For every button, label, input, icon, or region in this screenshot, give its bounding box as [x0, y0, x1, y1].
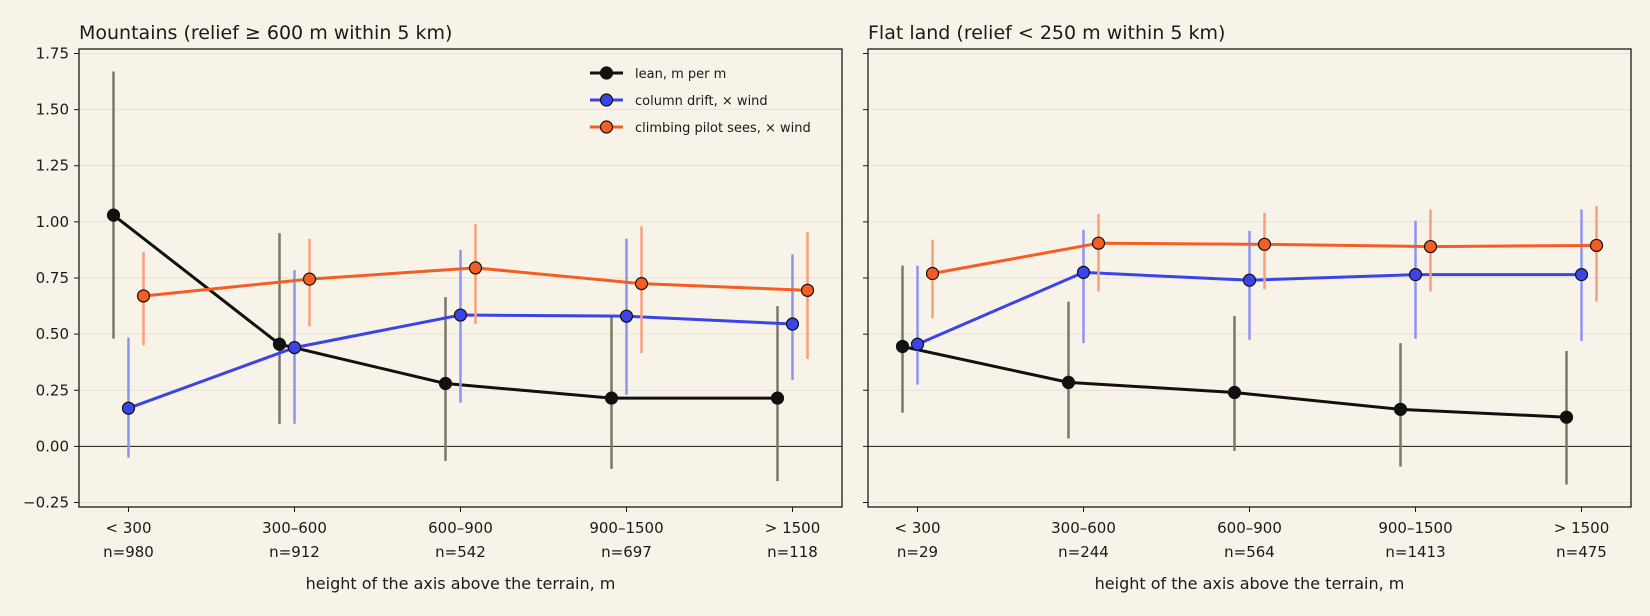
x-tick-label: > 1500: [765, 519, 821, 537]
y-tick-label: 0.00: [36, 437, 69, 455]
data-point: [1091, 236, 1106, 250]
x-count-label: n=475: [1556, 543, 1607, 561]
data-point: [1408, 268, 1423, 282]
legend-marker-lean: [599, 66, 614, 80]
chart-title: Flat land (relief < 250 m within 5 km): [868, 22, 1225, 44]
data-point: [800, 283, 815, 297]
data-point: [1242, 273, 1257, 287]
legend-label-lean: lean, m per m: [635, 67, 726, 82]
y-tick-label: 0.25: [36, 381, 69, 399]
x-tick-label: 300–600: [1051, 519, 1116, 537]
x-count-label: n=980: [103, 543, 154, 561]
data-point: [634, 277, 649, 291]
series-drift: [910, 209, 1589, 385]
data-point: [910, 337, 925, 351]
x-count-label: n=29: [897, 543, 938, 561]
y-tick-label: 1.25: [36, 157, 69, 175]
data-point: [619, 309, 634, 323]
legend-label-drift: column drift, × wind: [635, 94, 768, 109]
data-point: [1559, 410, 1574, 424]
data-point: [785, 317, 800, 331]
x-count-label: n=697: [601, 543, 652, 561]
plot-frame: [867, 48, 1632, 508]
x-tick-label: > 1500: [1554, 519, 1610, 537]
y-tick-label: 0.75: [36, 269, 69, 287]
panel-2: < 300 n=29 300–600 n=244 600–900 n=564 900–150…: [863, 22, 1632, 593]
series-climb: [136, 224, 815, 359]
x-count-label: n=912: [269, 543, 320, 561]
data-point: [272, 337, 287, 351]
x-tick-label: < 300: [895, 519, 941, 537]
y-tick-label: −0.25: [23, 494, 69, 512]
data-point: [1574, 268, 1589, 282]
data-point: [1227, 385, 1242, 400]
data-point: [1393, 402, 1408, 416]
data-point: [1257, 237, 1272, 251]
x-count-label: n=542: [435, 543, 486, 561]
panel-1: −0.25 0.00 0.25 0.50 0.75 1.00 1.25 1.50 1.75 < 3…: [23, 22, 843, 593]
legend-label-climb: climbing pilot sees, × wind: [635, 121, 811, 136]
legend-marker-drift: [599, 93, 614, 107]
data-point: [106, 208, 121, 222]
data-point: [925, 266, 940, 281]
data-point: [1061, 375, 1076, 389]
series-lean: [106, 71, 785, 482]
x-count-label: n=244: [1058, 543, 1109, 561]
chart-title: Mountains (relief ≥ 600 m within 5 km): [79, 22, 452, 44]
series-climb: [925, 206, 1604, 319]
data-point: [302, 272, 317, 286]
legend: lean, m per m column drift, × wind climbin…: [590, 66, 811, 136]
data-point: [770, 391, 785, 405]
x-tick-label: 600–900: [428, 519, 493, 537]
x-count-label: n=564: [1224, 543, 1275, 561]
y-tick-label: 1.75: [36, 44, 69, 62]
x-tick-label: 900–1500: [1378, 519, 1452, 537]
series-drift: [121, 238, 800, 458]
data-point: [468, 261, 483, 275]
y-tick-label: 1.50: [36, 101, 69, 119]
data-point: [604, 391, 619, 405]
x-axis-label: height of the axis above the terrain, m: [1095, 574, 1405, 593]
x-count-label: n=1413: [1385, 543, 1445, 561]
legend-marker-climb: [599, 120, 614, 134]
data-point: [453, 308, 468, 322]
data-point: [438, 376, 453, 391]
data-point: [136, 289, 151, 303]
data-point: [1589, 238, 1604, 253]
x-count-label: n=118: [767, 543, 818, 561]
y-tick-label: 1.00: [36, 213, 69, 231]
data-point: [1423, 239, 1438, 254]
x-tick-label: 600–900: [1217, 519, 1282, 537]
data-point: [1076, 265, 1091, 279]
y-tick-label: 0.50: [36, 325, 69, 343]
data-point: [287, 340, 302, 355]
x-tick-label: 300–600: [262, 519, 327, 537]
data-point: [895, 339, 910, 354]
data-point: [121, 401, 136, 415]
plot-frame: [78, 48, 843, 508]
series-lean: [895, 265, 1574, 485]
x-tick-label: 900–1500: [589, 519, 663, 537]
x-tick-label: < 300: [106, 519, 152, 537]
x-axis-label: height of the axis above the terrain, m: [306, 574, 616, 593]
